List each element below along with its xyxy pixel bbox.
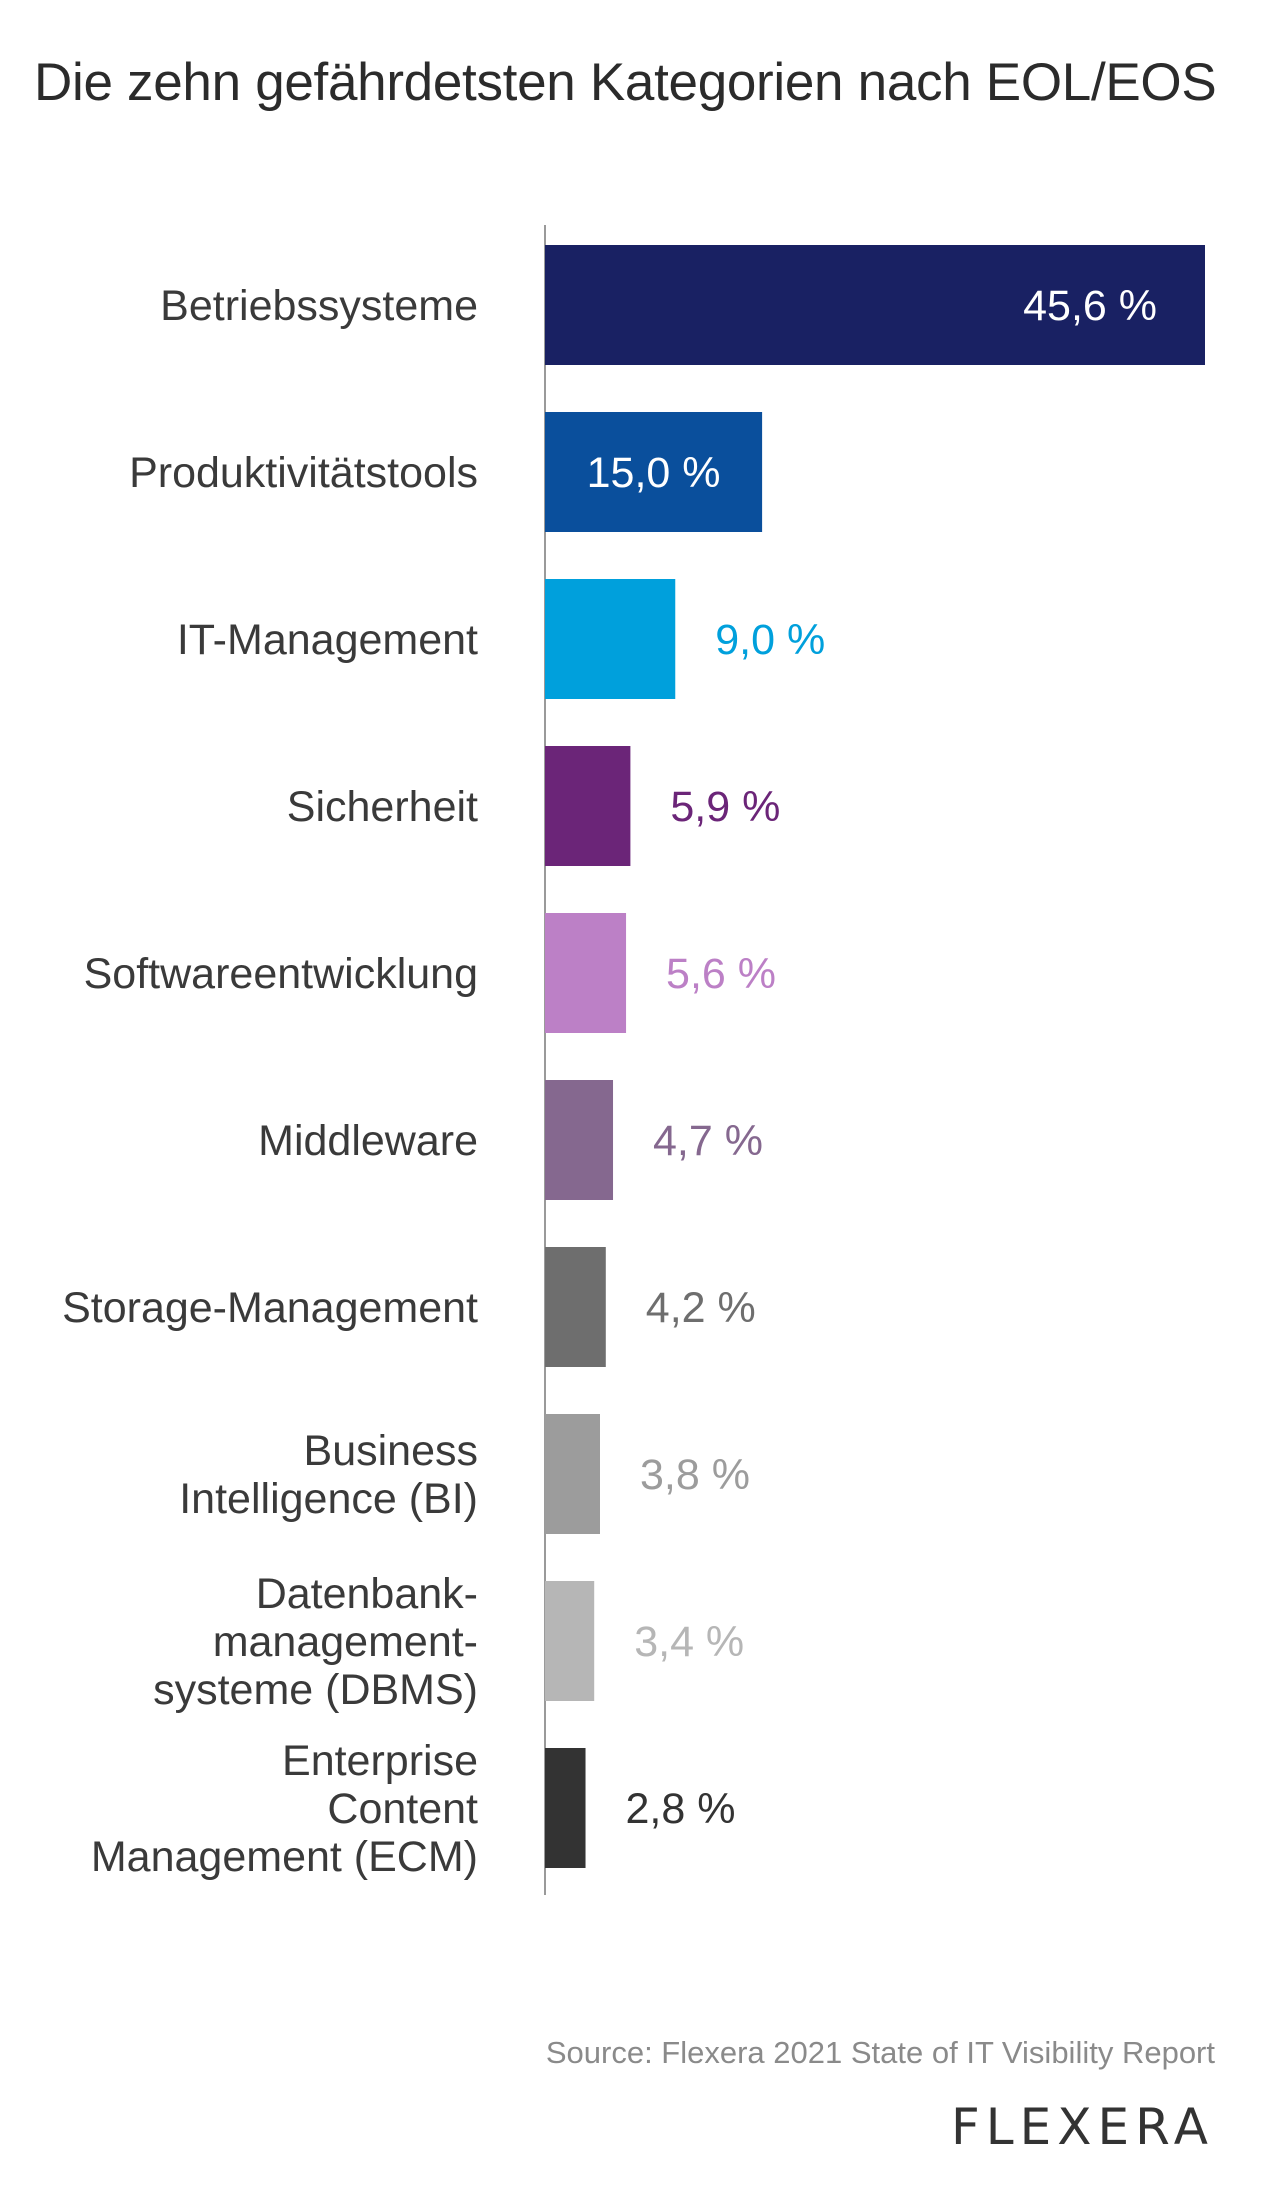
bar-2	[545, 412, 763, 532]
bar-4	[545, 746, 631, 866]
value-label: 15,0 %	[587, 449, 721, 497]
value-label: 3,4 %	[634, 1618, 744, 1666]
category-label: Betriebssysteme	[160, 282, 478, 330]
source-note: Source: Flexera 2021 State of IT Visibil…	[545, 2035, 1215, 2070]
category-label: Produktivitätstools	[129, 449, 478, 497]
value-label: 9,0 %	[715, 616, 825, 664]
category-label: Enterprise Content Management (ECM)	[91, 1737, 478, 1881]
bar-6	[545, 1080, 614, 1200]
bar-8	[545, 1414, 600, 1534]
bar-1	[545, 245, 1205, 365]
value-label: 2,8 %	[626, 1785, 736, 1833]
category-label: Datenbank-management-systeme (DBMS)	[153, 1570, 478, 1714]
category-label: IT-Management	[177, 616, 478, 664]
value-label: 45,6 %	[1023, 282, 1157, 330]
flexera-logo: FLEXERA	[951, 2098, 1214, 2156]
bar-3	[545, 579, 676, 699]
chart-title: Die zehn gefährdetsten Kategorien nach E…	[34, 53, 1217, 112]
category-label: Storage-Management	[62, 1284, 478, 1332]
bar-chart: Betriebssysteme 45,6 % Produktivitätstools…	[62, 225, 1205, 1895]
category-label: Softwareentwicklung	[84, 950, 478, 998]
value-label: 3,8 %	[640, 1451, 750, 1499]
value-label: 4,7 %	[653, 1117, 763, 1165]
value-label: 5,9 %	[670, 783, 780, 831]
bar-9	[545, 1581, 595, 1701]
value-label: 4,2 %	[646, 1284, 756, 1332]
value-label: 5,6 %	[666, 950, 776, 998]
category-label: Sicherheit	[287, 783, 478, 831]
bar-10	[545, 1748, 586, 1868]
category-label: Business Intelligence (BI)	[179, 1427, 478, 1523]
category-label: Middleware	[258, 1117, 478, 1165]
bar-7	[545, 1247, 606, 1367]
bar-5	[545, 913, 627, 1033]
